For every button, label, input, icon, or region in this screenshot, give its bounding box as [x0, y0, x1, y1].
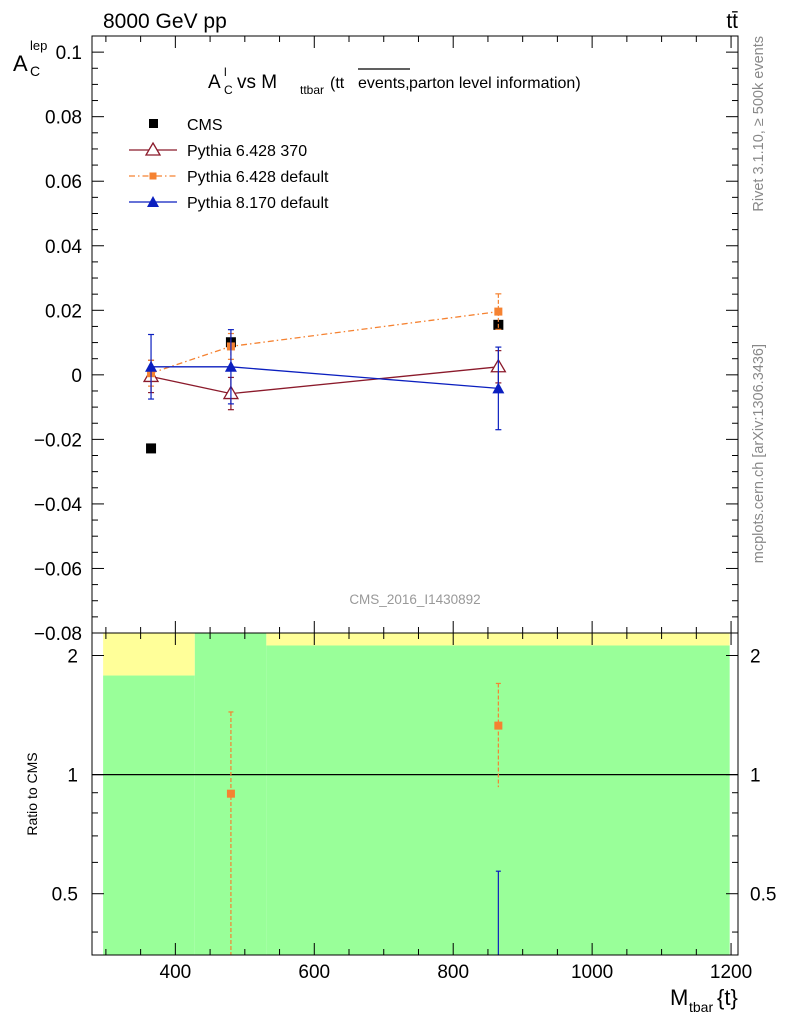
x-tick-label: 1200 [710, 962, 752, 983]
legend-item-cms: CMS [149, 117, 223, 134]
legend-item-pythia6-370: Pythia 6.428 370 [129, 141, 307, 160]
legend-marker-pythia6-default [149, 172, 157, 180]
uncertainty-band-yellow [103, 633, 195, 676]
legend-label-pythia6-default: Pythia 6.428 default [187, 169, 329, 186]
chart-title: A l C vs M ttbar (tt events, parton leve… [208, 65, 581, 97]
ratio-panel-frame [91, 632, 739, 956]
ratio-y-tick-label-right: 1 [750, 766, 761, 787]
y-tick-label: −0.08 [34, 624, 82, 645]
process-label: tt̄ [726, 10, 738, 33]
title-vs-sub: ttbar [300, 83, 324, 97]
y-axis-label-main: A [13, 51, 28, 76]
data-point [494, 307, 503, 316]
title-paren-open: (tt [330, 75, 345, 92]
y-axis-label: A C lep [13, 38, 47, 79]
data-point [492, 382, 505, 394]
series-line [151, 366, 499, 390]
legend-marker-cms [149, 119, 158, 128]
mcplots-credit-label: mcplots.cern.ch [arXiv:1306.3436] [751, 344, 767, 563]
ratio-y-tick-label-left: 0.5 [52, 885, 78, 906]
x-axis-label: M tbar {t} [670, 985, 738, 1015]
main-panel: −0.08 −0.06 −0.04 −0.02 0 0.02 0.04 0.06 0.08 0.1… [13, 35, 739, 645]
title-vs: vs M [237, 72, 277, 93]
ratio-y-axis-label: Ratio to CMS [24, 752, 40, 835]
title-a-sup: l [224, 65, 227, 79]
legend-label-pythia6-370: Pythia 6.428 370 [187, 143, 307, 160]
collision-label: 8000 GeV pp [103, 10, 227, 33]
title-paren-rest: parton level information) [409, 75, 581, 92]
data-point [224, 360, 237, 372]
ratio-y-tick-label-left: 1 [67, 766, 78, 787]
x-axis-label-main: M [670, 985, 688, 1010]
uncertainty-band-green [103, 675, 195, 955]
legend-item-pythia6-default: Pythia 6.428 default [129, 169, 329, 186]
data-point [145, 360, 158, 372]
y-tick-label: 0.1 [56, 43, 82, 64]
legend-label-pythia8-default: Pythia 8.170 default [187, 195, 329, 212]
y-tick-label: 0.08 [45, 108, 82, 129]
y-axis-label-sup: lep [30, 38, 47, 53]
series-line [150, 310, 499, 374]
legend-marker-pythia6-370 [144, 141, 162, 156]
y-tick-label: 0 [71, 366, 82, 387]
x-tick-label: 1000 [571, 962, 613, 983]
y-tick-label: 0.02 [45, 301, 82, 322]
y-tick-label: −0.02 [34, 430, 82, 451]
y-tick-label: −0.04 [34, 495, 83, 516]
legend: CMS Pythia 6.428 370 Pythia 6.428 defaul… [129, 117, 329, 212]
y-tick-label: −0.06 [34, 559, 82, 580]
x-axis-label-rest: {t} [717, 985, 738, 1010]
ratio-y-tick-label-right: 2 [750, 647, 761, 668]
title-a: A [208, 72, 221, 93]
legend-item-pythia8-default: Pythia 8.170 default [129, 195, 329, 212]
legend-label-cms: CMS [187, 117, 223, 134]
legend-marker-pythia8-default [147, 196, 159, 207]
ratio-data-point [226, 789, 235, 798]
y-axis-label-sub: C [30, 63, 40, 79]
analysis-watermark: CMS_2016_I1430892 [349, 592, 480, 607]
x-tick-label: 600 [298, 962, 330, 983]
y-tick-label: 0.06 [45, 172, 82, 193]
title-a-sub: C [224, 83, 233, 97]
ratio-panel: 400 600 800 1000 1200 0.5 0.5 1 1 2 2 Ratio to CMS… [24, 632, 776, 1015]
y-tick-label: 0.04 [45, 237, 82, 258]
ratio-data-point [494, 721, 503, 730]
series-line [150, 366, 499, 395]
x-tick-label: 800 [437, 962, 469, 983]
uncertainty-band-yellow [266, 633, 730, 646]
title-overline-text: events, [358, 75, 410, 92]
rivet-version-label: Rivet 3.1.10, ≥ 500k events [751, 36, 767, 212]
x-tick-label: 400 [160, 962, 192, 983]
data-point [146, 443, 157, 454]
ratio-y-tick-label-left: 2 [67, 647, 78, 668]
ratio-y-tick-label-right: 0.5 [750, 885, 776, 906]
x-axis-label-sub: tbar [689, 999, 713, 1015]
